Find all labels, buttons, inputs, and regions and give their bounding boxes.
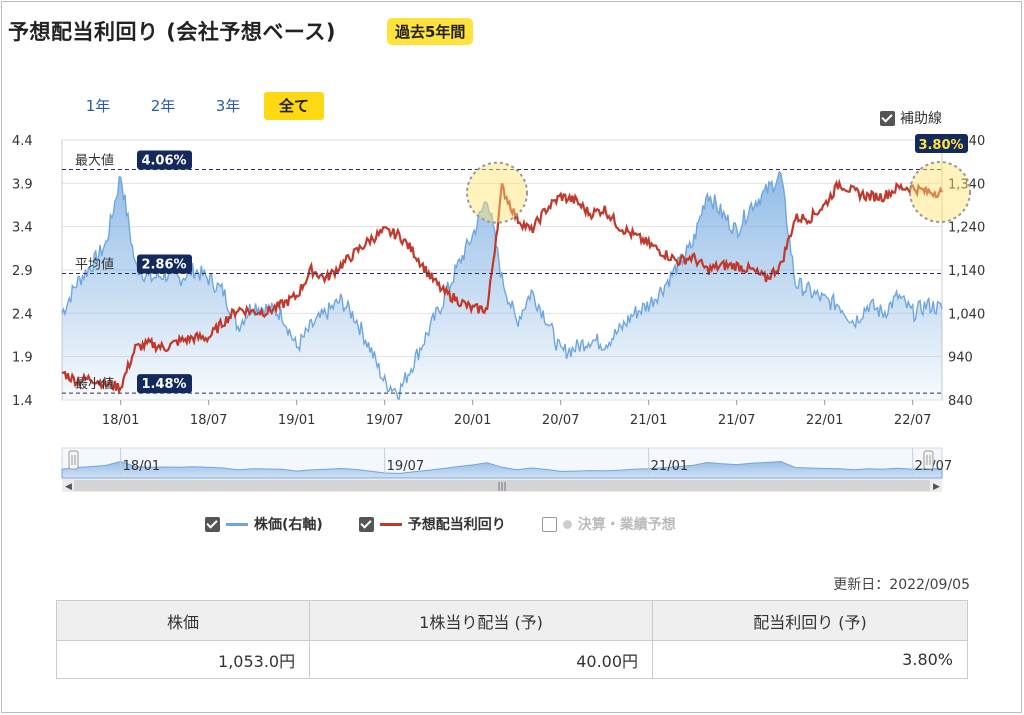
navigator-tick-label: 19/07 [387,459,424,474]
current-yield-badge: 3.80% [915,134,968,153]
highlight-circle [909,161,971,223]
updated-date: 更新日：2022/09/05 [833,577,970,593]
reference-badge-text: 4.06% [141,153,186,168]
aux-lines-toggle[interactable]: 補助線 [880,108,942,128]
left-tick-label: 2.9 [12,264,33,279]
range-tab-2y[interactable]: 2年 [150,97,176,115]
period-badge: 過去5年間 [387,18,474,45]
checkbox-icon[interactable] [358,516,374,532]
left-tick-label: 3.9 [12,177,33,192]
legend-item-price[interactable]: 株価(右軸) [205,514,323,534]
reference-label: 最小値 [75,376,114,392]
scroll-grip-icon[interactable]: ||| [497,482,506,492]
right-tick-label: 1,340 [948,177,985,192]
cell-price: 1,053.0円 [55,640,311,679]
range-tab-1y[interactable]: 1年 [85,97,111,115]
reference-label: 最大値 [75,152,114,168]
chart-legend: 株価(右軸) 予想配当利回り 決算・業績予想 [205,514,712,534]
navigator-tick-label: 21/01 [651,459,688,474]
x-tick-label: 18/07 [190,413,227,428]
checkbox-icon[interactable] [880,110,895,126]
right-tick-label: 940 [948,351,973,366]
x-tick-label: 21/01 [630,413,667,428]
table-row: 1,053.0円 40.00円 3.80% [55,640,968,679]
header-dividend: 1株当り配当 (予) [309,600,654,641]
legend-dot-icon [562,519,572,529]
reference-badge [137,150,192,170]
range-tab-3y[interactable]: 3年 [215,97,241,115]
cell-dividend: 40.00円 [309,640,654,679]
x-tick-label: 19/07 [366,413,403,428]
navigator-handle-left[interactable] [68,450,79,470]
legend-item-yield[interactable]: 予想配当利回り [358,514,506,534]
legend-label-price: 株価(右軸) [254,517,323,533]
legend-label-earnings: 決算・業績予想 [577,517,676,533]
legend-swatch-price [226,522,248,526]
x-tick-label: 20/01 [454,413,491,428]
yield-line [61,178,943,395]
scroll-left-arrow-icon[interactable]: ◀ [65,482,72,492]
table-header-row: 株価 1株当り配当 (予) 配当利回り (予) [55,600,968,641]
x-tick-label: 22/01 [806,413,843,428]
right-tick-label: 1,240 [948,221,985,236]
header-price: 株価 [55,600,311,641]
x-tick-label: 18/01 [102,413,139,428]
checkbox-icon[interactable] [205,516,220,532]
left-tick-label: 4.4 [12,134,33,149]
left-tick-label: 1.4 [12,394,33,409]
x-tick-label: 19/01 [278,413,315,428]
legend-swatch-yield [379,522,402,526]
current-yield-text: 3.80% [918,138,963,153]
reference-badge [137,374,192,394]
cell-yield: 3.80% [652,640,968,679]
x-tick-label: 21/07 [718,413,755,428]
aux-lines-label: 補助線 [900,111,942,127]
page-title: 予想配当利回り (会社予想ベース) [8,20,336,44]
reference-badge-text: 2.86% [141,257,186,272]
right-tick-label: 1,140 [948,264,985,279]
range-tab-all[interactable]: 全て [264,92,324,120]
reference-badge-text: 1.48% [141,377,186,392]
right-tick-label: 840 [948,394,973,409]
highlight-circle [466,161,528,224]
checkbox-icon[interactable] [541,516,557,532]
x-tick-label: 22/07 [894,413,931,428]
header-yield: 配当利回り (予) [652,600,968,641]
reference-badge [137,254,192,274]
yield-chart: 4.43.93.42.92.41.91.4 1,4401,3401,2401,1… [12,134,985,492]
right-tick-label: 1,040 [948,307,985,322]
reference-label: 平均値 [75,256,114,272]
legend-label-yield: 予想配当利回り [407,517,506,533]
price-line [61,170,943,400]
scroll-right-arrow-icon[interactable]: ▶ [933,482,940,492]
price-area [62,171,942,400]
left-tick-label: 2.4 [12,307,33,322]
navigator-handle-right[interactable] [923,450,934,470]
scrollbar-thumb[interactable] [74,480,930,491]
summary-table: 株価 1株当り配当 (予) 配当利回り (予) 1,053.0円 40.00円 … [55,600,968,679]
legend-item-earnings[interactable]: 決算・業績予想 [541,514,676,534]
x-tick-label: 20/07 [542,413,579,428]
left-tick-label: 1.9 [12,351,33,366]
left-tick-label: 3.4 [12,221,33,236]
navigator-area [61,460,943,479]
navigator-tick-label: 18/01 [123,459,160,474]
